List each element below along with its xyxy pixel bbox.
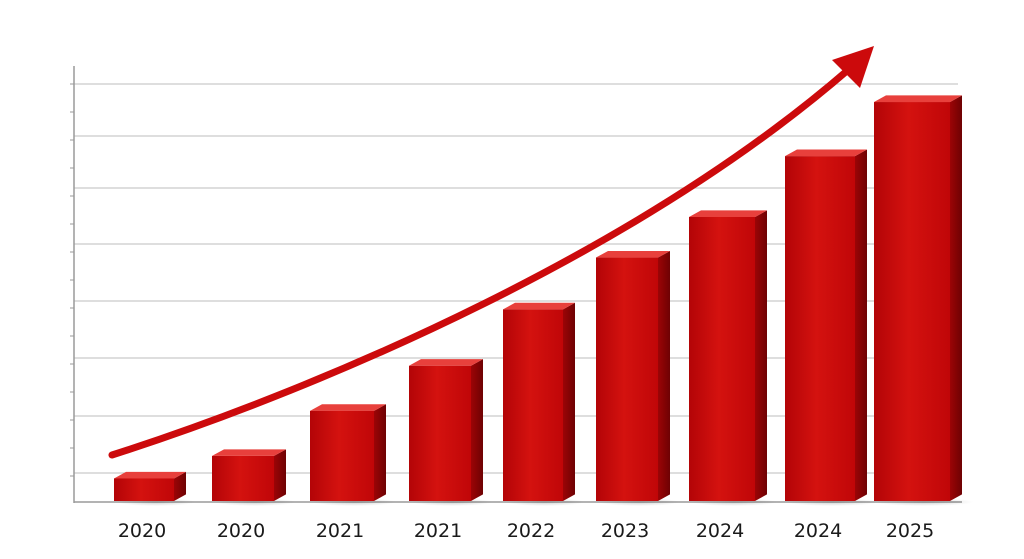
- bar: [596, 250, 680, 506]
- bar-top-face: [310, 404, 386, 411]
- x-tick-label: 2024: [696, 520, 744, 542]
- x-tick-label: 2020: [217, 520, 265, 542]
- bar: [503, 302, 584, 506]
- bar: [689, 210, 777, 506]
- bar: [409, 359, 493, 506]
- bar-side-face: [174, 471, 186, 501]
- bar-front-face: [503, 309, 563, 501]
- bar: [785, 149, 878, 506]
- trend-arrow-shaft: [108, 66, 852, 459]
- bar-side-face: [374, 404, 386, 501]
- bars: [114, 95, 974, 506]
- bar-top-face: [689, 210, 767, 217]
- bar: [212, 449, 296, 506]
- bar-top-face: [874, 95, 962, 103]
- bar-side-face: [855, 149, 867, 501]
- trend-arrow-head: [832, 46, 874, 88]
- bar-top-face: [596, 250, 670, 258]
- bar-front-face: [212, 455, 274, 501]
- bar-side-face: [755, 210, 767, 501]
- x-tick-label: 2023: [601, 520, 649, 542]
- x-tick-label: 2022: [507, 520, 555, 542]
- bar: [874, 95, 974, 506]
- x-tick-label: 2025: [886, 520, 934, 542]
- x-tick-label: 2020: [118, 520, 166, 542]
- bar-side-face: [658, 250, 670, 501]
- bar-top-face: [114, 471, 186, 479]
- bar-front-face: [596, 257, 658, 501]
- bar-front-face: [310, 410, 374, 501]
- bar-top-face: [503, 302, 575, 310]
- bar-front-face: [785, 156, 855, 501]
- bar: [310, 404, 396, 506]
- bar-front-face: [874, 102, 950, 501]
- bar-side-face: [950, 95, 962, 501]
- bar-side-face: [563, 302, 575, 501]
- trend-arrow: [108, 46, 874, 459]
- bar-side-face: [471, 359, 483, 501]
- bar-front-face: [689, 216, 755, 501]
- bar-front-face: [409, 365, 471, 501]
- x-tick-label: 2024: [794, 520, 842, 542]
- x-tick-label: 2021: [414, 520, 462, 542]
- bar-top-face: [785, 149, 867, 157]
- bar-side-face: [274, 449, 286, 501]
- x-tick-label: 2021: [316, 520, 364, 542]
- bar-front-face: [114, 478, 174, 501]
- x-axis-tick-labels: 2020 2020 2021 2021 2022 2023 2024 2024 2025: [118, 520, 934, 542]
- bar: [114, 471, 195, 506]
- bar-top-face: [212, 449, 286, 456]
- bar-top-face: [409, 359, 483, 366]
